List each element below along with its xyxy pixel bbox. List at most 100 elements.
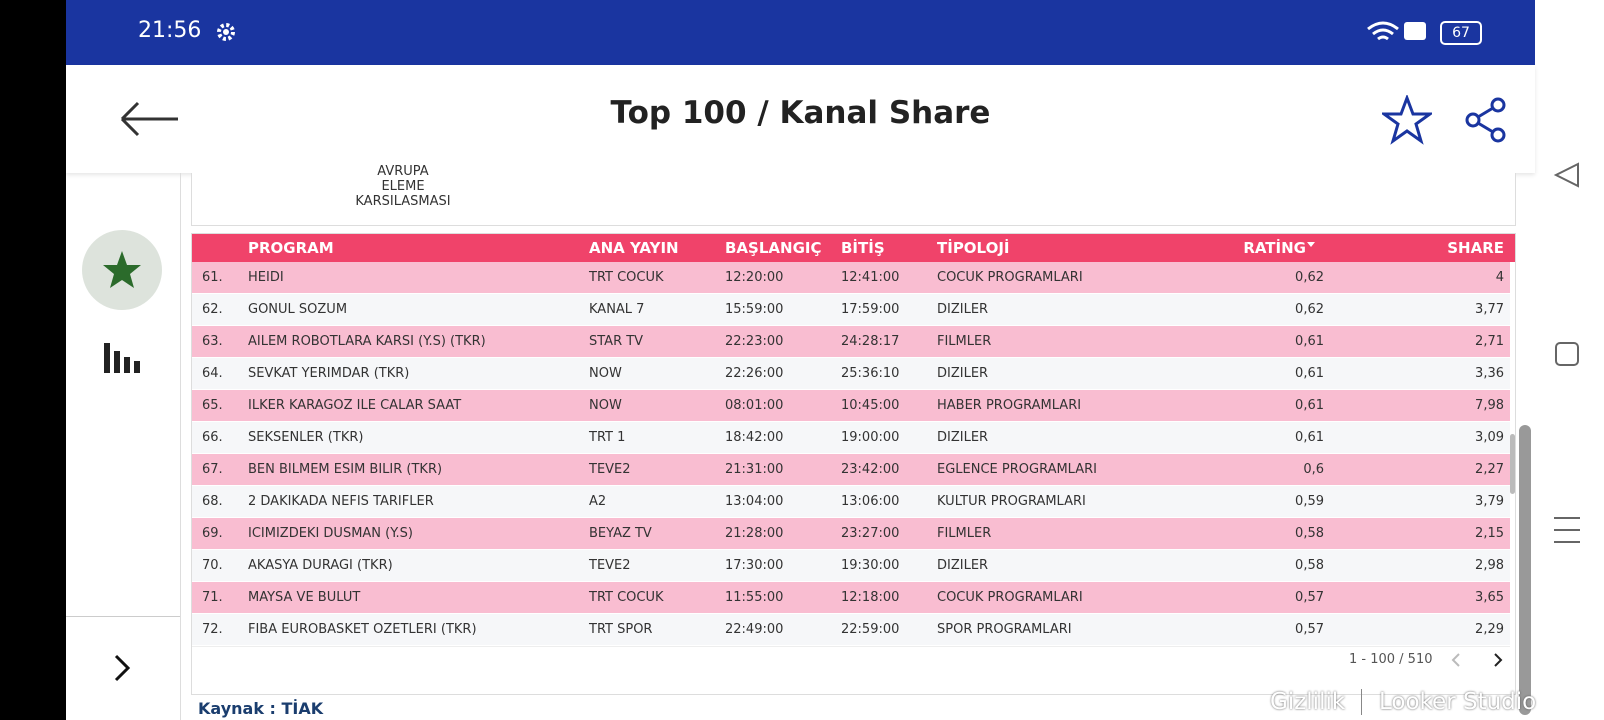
previous-card: AVRUPA ELEME KARSILASMASI xyxy=(191,164,1516,226)
table-cell: 3,77 xyxy=(1475,302,1504,317)
sort-indicator[interactable] xyxy=(1307,242,1315,247)
table-cell: 64. xyxy=(202,366,223,381)
table-cell: 0,58 xyxy=(1295,558,1324,573)
table-cell: NOW xyxy=(589,366,622,381)
table-cell: 3,65 xyxy=(1475,590,1504,605)
table-cell: 0,6 xyxy=(1303,462,1324,477)
sidebar-reports[interactable] xyxy=(104,341,140,375)
clock: 21:56 xyxy=(138,18,202,43)
pagination-buttons[interactable] xyxy=(1447,650,1507,670)
table-cell: 70. xyxy=(202,558,223,573)
table-cell: TRT COCUK xyxy=(589,270,664,285)
table-cell: 3,36 xyxy=(1475,366,1504,381)
table-cell: 0,58 xyxy=(1295,526,1324,541)
table-cell: EGLENCE PROGRAMLARI xyxy=(937,462,1097,477)
share-button[interactable] xyxy=(1464,97,1508,143)
table-cell: HEIDI xyxy=(248,270,284,285)
table-cell: 21:31:00 xyxy=(725,462,784,477)
page-scrollbar[interactable] xyxy=(1519,425,1531,715)
table-cell: 0,61 xyxy=(1295,430,1324,445)
column-header: BİTİŞ xyxy=(841,239,885,257)
table-cell: FIBA EUROBASKET OZETLERI (TKR) xyxy=(248,622,477,637)
table-cell: 15:59:00 xyxy=(725,302,784,317)
table-cell: BEYAZ TV xyxy=(589,526,652,541)
table-cell: FILMLER xyxy=(937,334,992,349)
sim-icon xyxy=(1404,22,1426,40)
expand-button[interactable] xyxy=(112,653,132,683)
table-cell: 10:45:00 xyxy=(841,398,900,413)
page-title: Top 100 / Kanal Share xyxy=(610,95,991,131)
table-cell: MAYSA VE BULUT xyxy=(248,590,361,605)
table-cell: SEKSENLER (TKR) xyxy=(248,430,364,445)
table-cell: 66. xyxy=(202,430,223,445)
table-cell: 0,57 xyxy=(1295,590,1324,605)
nav-back[interactable] xyxy=(1553,162,1579,188)
table-cell: TRT 1 xyxy=(589,430,626,445)
table-cell: DIZILER xyxy=(937,558,989,573)
card-text: AVRUPA ELEME KARSILASMASI xyxy=(342,164,464,209)
table-cell: 7,98 xyxy=(1475,398,1504,413)
brand-label: Looker Studio xyxy=(1379,689,1537,715)
data-table: PROGRAM ANA YAYIN BAŞLANGIÇ BİTİŞ TİPOLOJİ RA… xyxy=(191,233,1516,695)
table-cell: 67. xyxy=(202,462,223,477)
table-cell: BEN BILMEM ESIM BILIR (TKR) xyxy=(248,462,443,477)
table-cell: 2,27 xyxy=(1475,462,1504,477)
table-cell: 2,71 xyxy=(1475,334,1504,349)
source-label: Kaynak : TİAK xyxy=(198,699,324,718)
table-cell: DIZILER xyxy=(937,366,989,381)
app-bar: Top 100 / Kanal Share xyxy=(66,65,1535,173)
table-fade xyxy=(192,646,1510,694)
table-cell: TEVE2 xyxy=(589,462,631,477)
table-cell: ILKER KARAGOZ ILE CALAR SAAT xyxy=(248,398,462,413)
nav-home[interactable] xyxy=(1555,342,1579,366)
table-cell: STAR TV xyxy=(589,334,644,349)
table-cell: 19:30:00 xyxy=(841,558,900,573)
back-button[interactable] xyxy=(118,99,182,139)
table-cell: 18:42:00 xyxy=(725,430,784,445)
table-cell: 0,62 xyxy=(1295,270,1324,285)
table-cell: GONUL SOZUM xyxy=(248,302,348,317)
table-cell: AKASYA DURAGI (TKR) xyxy=(248,558,393,573)
table-cell: 11:55:00 xyxy=(725,590,784,605)
table-cell: 69. xyxy=(202,526,223,541)
table-cell: 13:06:00 xyxy=(841,494,900,509)
table-cell: 0,59 xyxy=(1295,494,1324,509)
table-row xyxy=(192,326,1510,358)
wifi-icon xyxy=(1367,21,1399,41)
table-cell: 17:30:00 xyxy=(725,558,784,573)
table-cell: 0,61 xyxy=(1295,366,1324,381)
table-cell: 12:18:00 xyxy=(841,590,900,605)
table-cell: 63. xyxy=(202,334,223,349)
sidebar-favorite[interactable] xyxy=(81,229,163,311)
table-row xyxy=(192,454,1510,486)
scrollbar[interactable] xyxy=(1510,434,1515,494)
table-row xyxy=(192,518,1510,550)
table-cell: 22:23:00 xyxy=(725,334,784,349)
table-cell: 21:28:00 xyxy=(725,526,784,541)
card-line: KARSILASMASI xyxy=(355,194,451,209)
table-cell: TRT COCUK xyxy=(589,590,664,605)
favorite-button[interactable] xyxy=(1382,95,1432,145)
left-edge xyxy=(0,0,66,720)
table-row xyxy=(192,262,1510,294)
pagination-label: 1 - 100 / 510 xyxy=(1349,652,1433,667)
table-cell: KULTUR PROGRAMLARI xyxy=(937,494,1086,509)
footer-divider xyxy=(1361,689,1362,715)
column-header: TİPOLOJİ xyxy=(937,239,1010,257)
table-cell: 12:41:00 xyxy=(841,270,900,285)
table-cell: 24:28:17 xyxy=(841,334,900,349)
table-cell: 22:59:00 xyxy=(841,622,900,637)
privacy-link[interactable]: Gizlilik xyxy=(1270,689,1346,715)
table-cell: 0,62 xyxy=(1295,302,1324,317)
table-cell: 62. xyxy=(202,302,223,317)
sidebar xyxy=(66,173,181,720)
table-cell: AILEM ROBOTLARA KARSI (Y.S) (TKR) xyxy=(248,334,486,349)
table-cell: DIZILER xyxy=(937,430,989,445)
nav-menu[interactable] xyxy=(1554,517,1580,543)
table-cell: 12:20:00 xyxy=(725,270,784,285)
table-cell: SPOR PROGRAMLARI xyxy=(937,622,1072,637)
table-cell: COCUK PROGRAMLARI xyxy=(937,270,1083,285)
table-cell: 13:04:00 xyxy=(725,494,784,509)
table-cell: FILMLER xyxy=(937,526,992,541)
divider xyxy=(66,616,180,617)
